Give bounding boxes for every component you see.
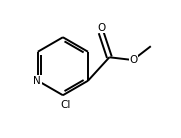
Text: O: O (97, 23, 105, 33)
Text: Cl: Cl (60, 100, 71, 110)
Text: N: N (33, 76, 41, 86)
Text: O: O (129, 55, 138, 65)
